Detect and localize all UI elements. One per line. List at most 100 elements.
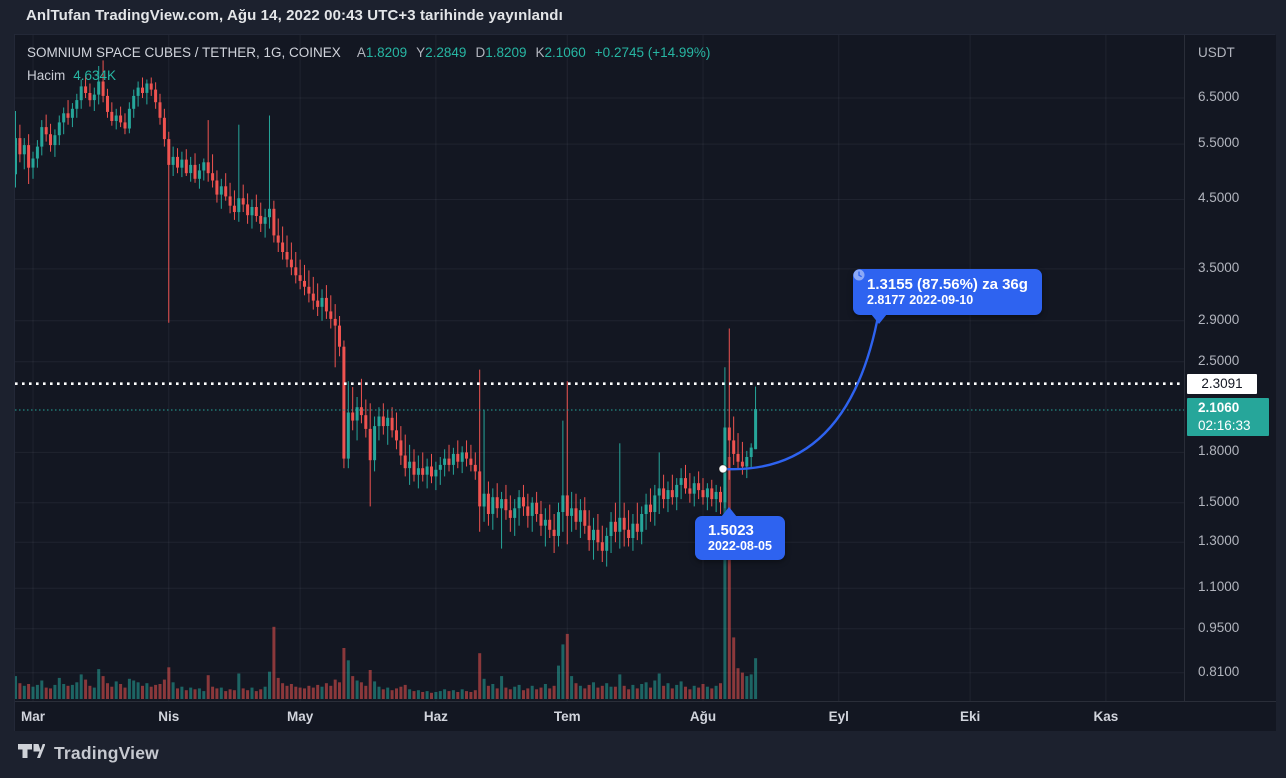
time-axis-label: Eki xyxy=(959,709,981,724)
volume-label: Hacim xyxy=(27,68,66,83)
candle-body xyxy=(644,504,648,514)
candle-body xyxy=(114,115,118,121)
candle-body xyxy=(443,458,447,465)
volume-bar xyxy=(640,684,644,699)
candle-body xyxy=(259,215,263,224)
volume-bar xyxy=(684,686,687,699)
volume-bar xyxy=(237,673,241,699)
candle-body xyxy=(136,87,140,96)
volume-bar xyxy=(35,684,39,699)
symbol-legend[interactable]: SOMNIUM SPACE CUBES / TETHER, 1G, COINEX… xyxy=(27,45,710,60)
volume-bar xyxy=(688,689,692,699)
volume-legend[interactable]: Hacim 4.634K xyxy=(27,68,116,83)
volume-bar xyxy=(316,684,320,699)
volume-bar xyxy=(307,685,311,699)
candle-body xyxy=(530,502,534,516)
volume-bar xyxy=(390,690,394,699)
volume-bar xyxy=(504,687,508,699)
volume-bar xyxy=(228,689,232,699)
volume-bar xyxy=(368,670,372,699)
candle-body xyxy=(543,519,547,526)
tradingview-brand[interactable]: TradingView xyxy=(18,743,159,764)
candle-body xyxy=(627,529,631,538)
volume-bar xyxy=(31,686,35,699)
volume-bar xyxy=(84,679,88,699)
volume-bar xyxy=(162,679,166,699)
volume-bar xyxy=(491,684,495,699)
change-value: +0.2745 (+14.99%) xyxy=(594,45,711,60)
volume-bar xyxy=(232,690,236,699)
volume-bar xyxy=(723,487,727,699)
volume-bar xyxy=(657,673,661,699)
time-axis-label: Ağu xyxy=(689,709,717,724)
volume-bar xyxy=(22,685,26,699)
time-axis-label: Mar xyxy=(21,709,46,724)
candle-body xyxy=(578,510,582,522)
open-label: A xyxy=(356,45,366,60)
candle-body xyxy=(281,242,285,252)
volume-bar xyxy=(276,677,280,699)
start-price-callout[interactable]: 1.5023 2022-08-05 xyxy=(695,507,785,560)
candle-body xyxy=(276,235,280,243)
volume-bar xyxy=(167,667,171,699)
volume-bar xyxy=(215,688,219,699)
candle-body xyxy=(495,497,499,509)
volume-bar xyxy=(727,457,731,699)
volume-bar xyxy=(49,688,52,699)
volume-bar xyxy=(101,676,105,699)
candle-body xyxy=(583,510,587,526)
volume-bar xyxy=(254,691,258,699)
price-axis-label: 2.9000 xyxy=(1198,311,1240,327)
volume-bar xyxy=(57,677,61,699)
anchor-point-start[interactable] xyxy=(718,464,728,474)
candle-body xyxy=(15,138,17,175)
chart-canvas[interactable] xyxy=(15,35,1276,732)
candle-body xyxy=(342,346,346,459)
volume-bar xyxy=(27,684,31,699)
candle-body xyxy=(565,495,569,516)
price-axis[interactable]: USDT 2.3091 2.1060 02:16:33 6.5000 5.5000… xyxy=(1184,35,1276,701)
candle-body xyxy=(552,529,556,536)
volume-bar xyxy=(522,690,525,699)
volume-bar xyxy=(486,685,490,699)
target-price-callout[interactable]: 1.3155 (87.56%) za 36g 2.8177 2022-09-10 xyxy=(853,269,1042,324)
candle-body xyxy=(522,497,525,507)
candle-body xyxy=(141,87,144,93)
volume-bar xyxy=(180,686,184,699)
candle-body xyxy=(657,488,661,496)
candle-body xyxy=(79,86,83,101)
candle-body xyxy=(592,529,595,541)
volume-bar xyxy=(631,684,635,699)
volume-bar xyxy=(97,669,101,699)
volume-bar xyxy=(311,687,315,699)
candle-body xyxy=(408,461,412,469)
candle-body xyxy=(162,117,166,140)
candle-body xyxy=(491,497,495,514)
candle-body xyxy=(622,517,626,530)
symbol-title[interactable]: SOMNIUM SPACE CUBES / TETHER, 1G, COINEX xyxy=(27,45,341,60)
candle-body xyxy=(412,461,416,475)
candle-body xyxy=(631,523,635,538)
volume-bar xyxy=(412,691,416,699)
candle-body xyxy=(517,497,521,509)
candle-body xyxy=(403,455,407,469)
volume-bar xyxy=(675,684,679,699)
candle-body xyxy=(294,267,298,276)
trend-arrow-curve[interactable] xyxy=(722,311,881,471)
volume-bar xyxy=(88,685,92,699)
candle-body xyxy=(740,461,744,467)
time-axis[interactable]: Mar Nis May Haz Tem Ağu Eyl Eki Kas xyxy=(15,701,1276,732)
alert-price-badge[interactable]: 2.3091 xyxy=(1187,374,1257,394)
candle-body xyxy=(211,173,215,181)
candle-body xyxy=(184,159,188,174)
chart-widget[interactable]: SOMNIUM SPACE CUBES / TETHER, 1G, COINEX… xyxy=(14,34,1276,732)
candle-body xyxy=(40,127,44,147)
volume-bar xyxy=(106,683,109,699)
candle-body xyxy=(316,300,320,307)
publish-caption: AnlTufan TradingView.com, Ağu 14, 2022 0… xyxy=(26,7,563,24)
volume-bar xyxy=(189,687,193,699)
time-axis-label: Haz xyxy=(423,709,448,724)
volume-bar xyxy=(465,691,468,699)
volume-bar xyxy=(749,674,753,699)
candle-body xyxy=(723,427,727,503)
